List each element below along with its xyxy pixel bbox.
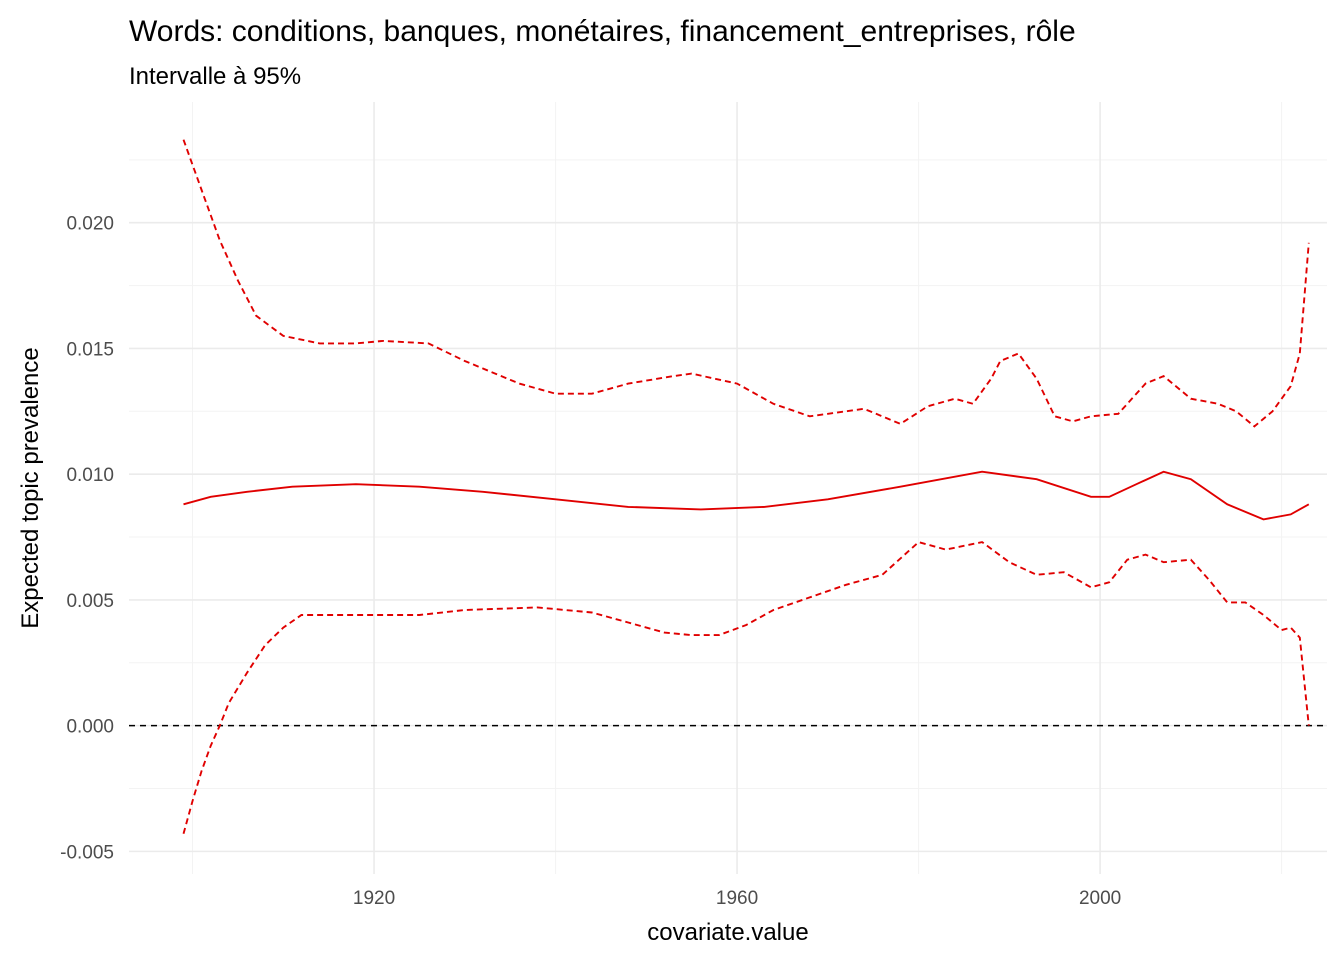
chart-title: Words: conditions, banques, monétaires, …	[129, 15, 1076, 48]
y-tick-label: 0.015	[66, 339, 114, 360]
y-tick-label: 0.005	[66, 591, 114, 612]
y-tick-label: 0.020	[66, 214, 114, 235]
series-line-upper-bound	[182, 139, 1310, 428]
chart-subtitle: Intervalle à 95%	[129, 63, 301, 90]
x-axis-title: covariate.value	[647, 919, 808, 946]
x-axis-ticks: 1920 1960 2000	[353, 888, 1121, 909]
gridlines	[129, 102, 1327, 874]
y-tick-label: -0.005	[60, 842, 114, 863]
x-tick-label: 1960	[716, 888, 758, 909]
series-lines	[182, 139, 1310, 835]
series-line-lower-bound	[182, 541, 1310, 835]
y-tick-label: 0.000	[66, 717, 114, 738]
y-axis-title: Expected topic prevalence	[17, 347, 44, 629]
y-tick-label: 0.010	[66, 465, 114, 486]
x-tick-label: 2000	[1079, 888, 1121, 909]
x-tick-label: 1920	[353, 888, 395, 909]
series-line-estimate	[183, 470, 1310, 521]
y-axis-ticks: -0.005 0.000 0.005 0.010 0.015 0.020	[60, 214, 114, 864]
